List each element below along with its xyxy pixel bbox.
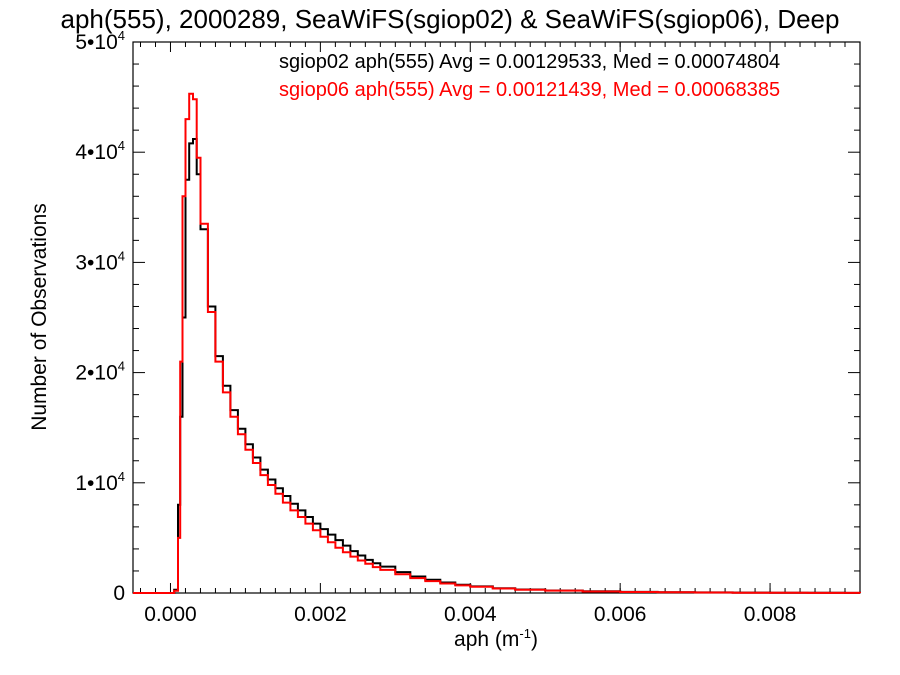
y-tick-base: 3•10 bbox=[75, 251, 117, 274]
legend-entry-sgiop06: sgiop06 aph(555) Avg = 0.00121439, Med =… bbox=[279, 79, 780, 101]
x-axis-label-base: aph (m bbox=[454, 628, 519, 651]
y-tick-base: 5•10 bbox=[75, 31, 117, 54]
x-axis: 0.000 0.002 0.004 0.006 0.008 bbox=[139, 42, 861, 626]
y-tick-label: 2•104 bbox=[75, 359, 125, 385]
series-layer bbox=[133, 92, 861, 594]
x-axis-label-exponent: -1 bbox=[519, 626, 531, 641]
x-axis-label-suffix: ) bbox=[531, 628, 538, 651]
y-tick-label: 5•104 bbox=[75, 28, 125, 54]
y-tick-label: 4•104 bbox=[75, 138, 125, 164]
y-tick-exponent: 4 bbox=[118, 359, 125, 374]
y-tick-exponent: 4 bbox=[118, 248, 125, 263]
x-tick-label: 0.006 bbox=[594, 603, 647, 626]
y-tick-base: 4•10 bbox=[75, 141, 117, 164]
y-tick-base: 0 bbox=[113, 582, 125, 605]
chart-title: aph(555), 2000289, SeaWiFS(sgiop02) & Se… bbox=[61, 4, 840, 34]
series-line-sgiop06 bbox=[133, 92, 861, 594]
x-tick-label: 0.004 bbox=[444, 603, 497, 626]
x-tick-label: 0.002 bbox=[294, 603, 347, 626]
y-tick-exponent: 4 bbox=[118, 469, 125, 484]
y-tick-base: 2•10 bbox=[75, 362, 117, 385]
x-axis-label: aph (m-1) bbox=[454, 626, 538, 651]
y-tick-label: 1•104 bbox=[75, 469, 125, 495]
legend: sgiop02 aph(555) Avg = 0.00129533, Med =… bbox=[279, 51, 780, 101]
y-tick-base: 1•10 bbox=[75, 472, 117, 495]
x-tick-label: 0.008 bbox=[744, 603, 797, 626]
x-tick-label: 0.000 bbox=[144, 603, 197, 626]
y-axis-label: Number of Observations bbox=[28, 203, 51, 431]
y-tick-exponent: 4 bbox=[118, 28, 125, 43]
series-line-sgiop02 bbox=[133, 138, 861, 594]
plot-frame bbox=[132, 41, 861, 594]
y-tick-exponent: 4 bbox=[118, 138, 125, 153]
legend-entry-sgiop02: sgiop02 aph(555) Avg = 0.00129533, Med =… bbox=[279, 51, 780, 73]
y-tick-label: 3•104 bbox=[75, 248, 125, 274]
y-tick-label: 0 bbox=[113, 582, 125, 605]
